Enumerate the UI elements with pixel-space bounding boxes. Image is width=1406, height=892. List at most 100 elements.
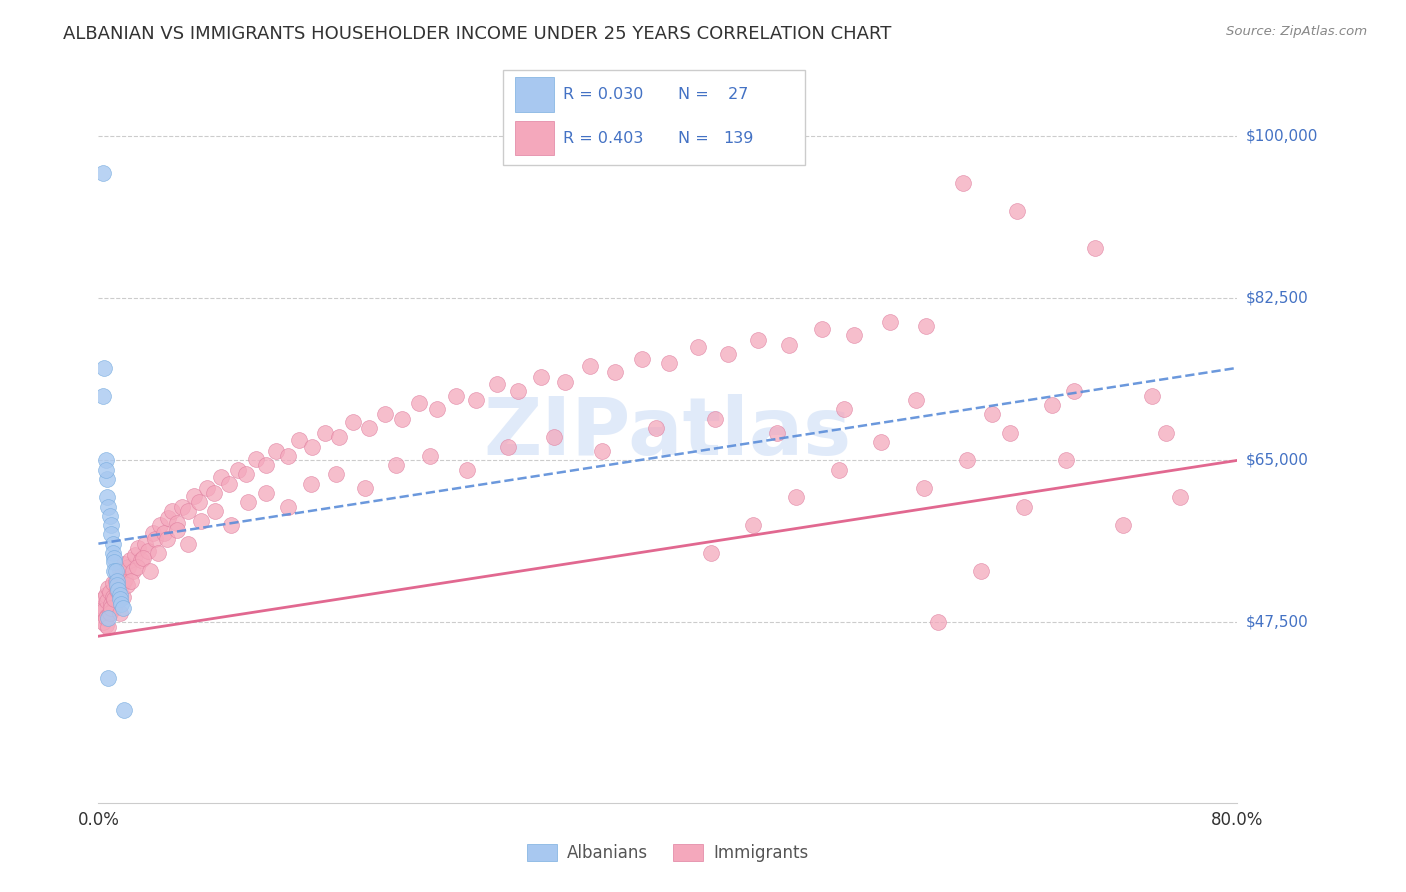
Point [166, 516, 188, 531]
Point [100, 597, 122, 611]
Point [844, 328, 866, 343]
Point [105, 578, 128, 592]
Text: ALBANIAN VS IMMIGRANTS HOUSEHOLDER INCOME UNDER 25 YEARS CORRELATION CHART: ALBANIAN VS IMMIGRANTS HOUSEHOLDER INCOM… [63, 25, 891, 43]
Point [631, 351, 654, 366]
Point [486, 377, 509, 392]
Point [970, 565, 993, 579]
Point [218, 476, 240, 491]
Point [998, 425, 1021, 440]
Legend: Albanians, Immigrants: Albanians, Immigrants [520, 837, 815, 869]
Point [299, 476, 322, 491]
Point [235, 467, 257, 482]
Point [188, 495, 211, 509]
Point [1040, 398, 1063, 412]
Point [94, 462, 117, 476]
Point [107, 584, 129, 599]
Point [156, 532, 179, 546]
Point [277, 500, 299, 514]
Point [103, 555, 125, 569]
Point [105, 574, 128, 588]
Point [141, 525, 163, 540]
Point [408, 396, 430, 410]
Point [108, 606, 131, 620]
Point [1012, 500, 1035, 514]
Point [204, 504, 226, 518]
Point [778, 337, 800, 351]
Point [93, 591, 115, 606]
Point [374, 407, 396, 421]
Point [110, 569, 132, 583]
Point [124, 548, 146, 562]
Point [97, 620, 120, 634]
Point [136, 544, 159, 558]
Point [120, 574, 142, 588]
Point [219, 518, 242, 533]
Point [543, 430, 565, 444]
Point [426, 402, 449, 417]
Point [108, 588, 131, 602]
Point [1140, 388, 1163, 402]
Point [94, 588, 117, 602]
Point [129, 553, 152, 567]
Point [115, 578, 138, 592]
Point [195, 481, 218, 495]
Text: $65,000: $65,000 [1246, 453, 1309, 468]
Point [353, 481, 375, 495]
Point [111, 601, 134, 615]
Point [97, 500, 120, 514]
Point [766, 425, 789, 440]
Point [100, 518, 122, 533]
Point [328, 430, 350, 444]
Point [927, 615, 949, 630]
Point [103, 550, 125, 565]
Point [111, 575, 134, 590]
Point [834, 402, 856, 417]
Point [245, 451, 267, 466]
Point [131, 550, 153, 565]
Point [914, 319, 936, 334]
Point [956, 453, 979, 467]
Point [981, 407, 1004, 421]
Point [166, 523, 188, 537]
Point [98, 584, 121, 599]
Point [96, 491, 118, 505]
Point [103, 565, 125, 579]
Point [148, 546, 170, 560]
Point [870, 434, 893, 449]
Point [177, 536, 200, 550]
Point [1005, 203, 1028, 218]
Point [105, 578, 128, 592]
Point [717, 347, 740, 361]
Point [125, 559, 148, 574]
Point [91, 615, 114, 630]
Point [104, 565, 127, 579]
Point [97, 610, 120, 624]
Point [112, 703, 135, 717]
Point [904, 393, 927, 408]
Point [645, 421, 668, 435]
Point [107, 582, 129, 597]
Point [114, 572, 136, 586]
Point [912, 481, 935, 495]
Point [94, 610, 117, 624]
Point [605, 366, 627, 380]
Point [747, 333, 769, 347]
Point [100, 601, 122, 615]
Point [314, 425, 336, 440]
Point [101, 536, 124, 550]
Point [111, 591, 134, 605]
Point [277, 449, 299, 463]
Point [157, 510, 180, 524]
Point [94, 618, 117, 632]
Point [254, 485, 277, 500]
Text: ZIPatlas: ZIPatlas [484, 393, 852, 472]
Point [391, 411, 413, 425]
Point [301, 440, 323, 454]
Point [93, 603, 115, 617]
Point [162, 504, 184, 518]
Point [103, 601, 125, 615]
Point [127, 541, 149, 556]
Point [658, 356, 681, 370]
Point [209, 470, 232, 484]
Point [138, 565, 160, 579]
